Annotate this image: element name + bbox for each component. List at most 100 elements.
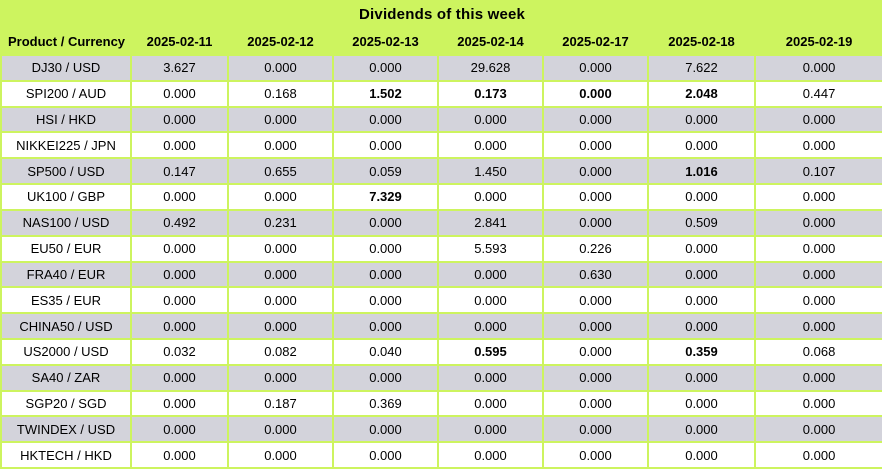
value-cell: 2.841 [437, 208, 544, 237]
value-cell: 0.000 [332, 105, 439, 134]
value-cell: 0.000 [437, 286, 544, 315]
product-cell: EU50 / EUR [0, 234, 132, 263]
value-cell: 7.622 [647, 54, 756, 82]
value-cell: 0.000 [130, 79, 229, 108]
table-row: UK100 / GBP 0.000 0.000 7.329 0.000 0.000 0.0… [0, 183, 882, 211]
value-cell: 0.000 [437, 260, 544, 289]
column-header-product: Product / Currency [1, 28, 131, 55]
value-cell: 0.000 [227, 260, 334, 289]
value-cell: 0.000 [437, 363, 544, 392]
product-cell: HKTECH / HKD [0, 441, 132, 469]
value-cell: 7.329 [332, 183, 439, 211]
value-cell: 0.000 [437, 131, 544, 160]
value-cell: 0.231 [227, 208, 334, 237]
value-cell: 0.226 [542, 234, 649, 263]
value-cell: 0.000 [647, 183, 756, 211]
table-row: DJ30 / USD 3.627 0.000 0.000 29.628 0.000 7.6… [0, 54, 882, 82]
value-cell: 0.000 [753, 389, 882, 418]
value-cell: 0.000 [542, 389, 649, 418]
value-cell: 0.000 [130, 234, 229, 263]
value-cell: 0.000 [647, 260, 756, 289]
value-cell: 1.502 [332, 79, 439, 108]
value-cell: 0.000 [130, 286, 229, 315]
title-row: Dividends of this week [1, 0, 882, 28]
value-cell: 0.000 [130, 183, 229, 211]
product-cell: TWINDEX / USD [0, 415, 132, 444]
value-cell: 0.000 [542, 286, 649, 315]
value-cell: 0.000 [437, 312, 544, 340]
table-row: SPI200 / AUD 0.000 0.168 1.502 0.173 0.000 2.… [0, 79, 882, 108]
value-cell: 0.000 [647, 363, 756, 392]
product-cell: DJ30 / USD [0, 54, 132, 82]
value-cell: 0.000 [647, 312, 756, 340]
table-row: SP500 / USD 0.147 0.655 0.059 1.450 0.000 1.0… [0, 157, 882, 186]
table-row: CHINA50 / USD 0.000 0.000 0.000 0.000 0.000 0… [0, 312, 882, 340]
value-cell: 5.593 [437, 234, 544, 263]
column-header-date: 2025-02-12 [228, 28, 333, 55]
value-cell: 0.168 [227, 79, 334, 108]
value-cell: 0.000 [332, 415, 439, 444]
table-row: TWINDEX / USD 0.000 0.000 0.000 0.000 0.000 0… [0, 415, 882, 444]
value-cell: 0.000 [130, 389, 229, 418]
value-cell: 0.000 [227, 312, 334, 340]
product-cell: US2000 / USD [0, 337, 132, 366]
value-cell: 0.000 [753, 312, 882, 340]
value-cell: 0.000 [437, 183, 544, 211]
value-cell: 0.000 [542, 337, 649, 366]
value-cell: 0.000 [753, 441, 882, 469]
value-cell: 0.000 [542, 363, 649, 392]
value-cell: 0.000 [332, 441, 439, 469]
value-cell: 0.059 [332, 157, 439, 186]
value-cell: 0.369 [332, 389, 439, 418]
table-row: SGP20 / SGD 0.000 0.187 0.369 0.000 0.000 0.0… [0, 389, 882, 418]
value-cell: 0.000 [227, 441, 334, 469]
value-cell: 0.000 [753, 234, 882, 263]
value-cell: 0.000 [753, 183, 882, 211]
value-cell: 2.048 [647, 79, 756, 108]
product-cell: SA40 / ZAR [0, 363, 132, 392]
table-row: NAS100 / USD 0.492 0.231 0.000 2.841 0.000 0.… [0, 208, 882, 237]
column-header-date: 2025-02-18 [648, 28, 755, 55]
value-cell: 0.000 [332, 363, 439, 392]
value-cell: 0.000 [437, 441, 544, 469]
column-header-date: 2025-02-11 [131, 28, 228, 55]
value-cell: 0.000 [753, 105, 882, 134]
column-header-date: 2025-02-19 [755, 28, 882, 55]
value-cell: 0.000 [227, 131, 334, 160]
value-cell: 0.032 [130, 337, 229, 366]
value-cell: 0.000 [542, 208, 649, 237]
table-row: SA40 / ZAR 0.000 0.000 0.000 0.000 0.000 0.00… [0, 363, 882, 392]
value-cell: 0.000 [753, 260, 882, 289]
value-cell: 0.173 [437, 79, 544, 108]
product-cell: CHINA50 / USD [0, 312, 132, 340]
value-cell: 0.000 [332, 234, 439, 263]
header-row: Product / Currency 2025-02-11 2025-02-12 2… [1, 28, 882, 55]
value-cell: 0.000 [332, 131, 439, 160]
value-cell: 0.000 [437, 415, 544, 444]
table-body: DJ30 / USD 3.627 0.000 0.000 29.628 0.000 7.6… [0, 54, 882, 469]
value-cell: 0.359 [647, 337, 756, 366]
value-cell: 3.627 [130, 54, 229, 82]
value-cell: 0.000 [753, 208, 882, 237]
value-cell: 0.068 [753, 337, 882, 366]
table-row: FRA40 / EUR 0.000 0.000 0.000 0.000 0.630 0.0… [0, 260, 882, 289]
product-cell: UK100 / GBP [0, 183, 132, 211]
value-cell: 0.000 [647, 415, 756, 444]
product-cell: NAS100 / USD [0, 208, 132, 237]
value-cell: 0.000 [130, 131, 229, 160]
value-cell: 0.000 [227, 54, 334, 82]
value-cell: 0.447 [753, 79, 882, 108]
product-cell: FRA40 / EUR [0, 260, 132, 289]
value-cell: 0.000 [647, 234, 756, 263]
value-cell: 0.000 [437, 389, 544, 418]
column-header-date: 2025-02-17 [543, 28, 648, 55]
value-cell: 0.000 [542, 105, 649, 134]
value-cell: 0.509 [647, 208, 756, 237]
value-cell: 0.655 [227, 157, 334, 186]
column-header-date: 2025-02-13 [333, 28, 438, 55]
product-cell: NIKKEI225 / JPN [0, 131, 132, 160]
value-cell: 0.000 [437, 105, 544, 134]
table-row: ES35 / EUR 0.000 0.000 0.000 0.000 0.000 0.00… [0, 286, 882, 315]
value-cell: 0.000 [542, 157, 649, 186]
